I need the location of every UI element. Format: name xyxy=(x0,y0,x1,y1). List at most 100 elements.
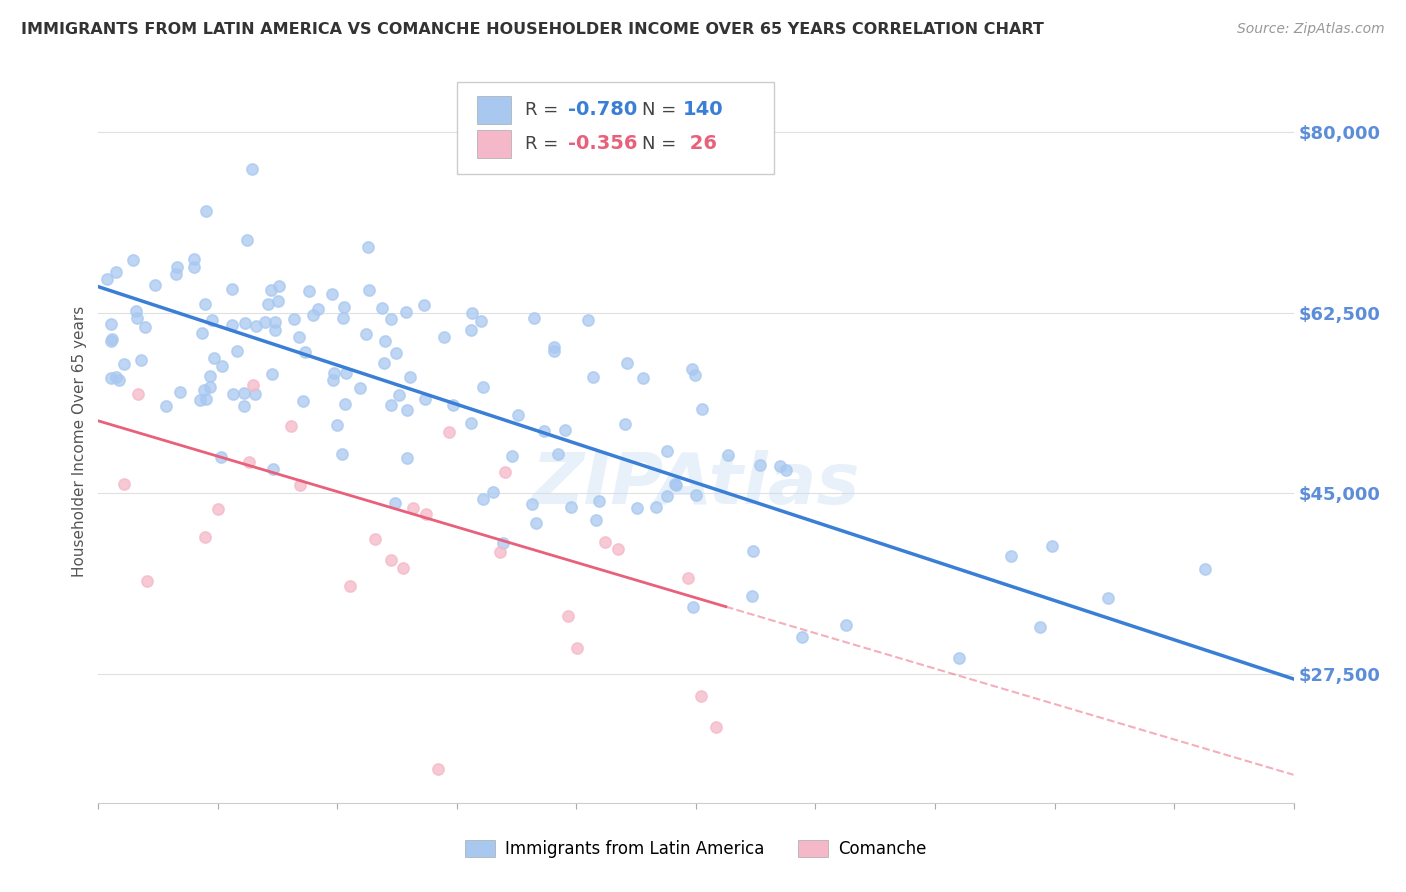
Point xyxy=(100,332,122,346)
Point xyxy=(460,305,482,319)
Point xyxy=(683,368,706,383)
Point xyxy=(207,502,229,516)
Point xyxy=(426,762,449,776)
Point xyxy=(198,379,221,393)
Point xyxy=(134,319,156,334)
Point xyxy=(585,513,607,527)
Point xyxy=(690,402,713,417)
Point xyxy=(262,462,284,476)
Point xyxy=(256,297,278,311)
Text: ZIPAtlas: ZIPAtlas xyxy=(531,450,860,519)
Point xyxy=(194,530,217,544)
Point xyxy=(607,542,630,557)
Point xyxy=(100,317,122,331)
Point xyxy=(333,397,356,411)
Point xyxy=(655,489,678,503)
Point xyxy=(298,285,321,299)
Point xyxy=(554,423,576,437)
Point xyxy=(433,330,456,344)
Point xyxy=(373,356,395,370)
Point xyxy=(222,387,245,401)
Point xyxy=(112,477,135,491)
Point xyxy=(631,371,654,385)
Point xyxy=(501,450,523,464)
Point xyxy=(834,618,856,632)
Point xyxy=(396,402,419,417)
Point xyxy=(524,516,547,531)
Point xyxy=(288,477,311,491)
Point xyxy=(183,252,205,266)
Point xyxy=(125,304,148,318)
Point xyxy=(582,369,605,384)
Point xyxy=(287,330,309,344)
Point xyxy=(330,447,353,461)
Point xyxy=(948,651,970,665)
Point xyxy=(221,282,243,296)
Point xyxy=(135,574,157,589)
Point xyxy=(588,494,610,508)
Point xyxy=(245,319,267,334)
Text: R =: R = xyxy=(524,101,564,119)
Point xyxy=(188,392,211,407)
Point xyxy=(254,315,277,329)
Point xyxy=(264,315,287,329)
Point xyxy=(211,359,233,373)
Point xyxy=(492,536,515,550)
Point xyxy=(323,366,346,380)
Point xyxy=(166,260,188,275)
Point xyxy=(233,316,256,330)
Point xyxy=(593,535,616,549)
Point xyxy=(100,371,122,385)
Point xyxy=(374,334,396,348)
Point xyxy=(690,690,713,704)
Point xyxy=(380,398,402,412)
Point xyxy=(1194,562,1216,576)
FancyBboxPatch shape xyxy=(477,96,510,124)
Point xyxy=(332,311,354,326)
Point xyxy=(415,507,437,521)
Point xyxy=(191,326,214,340)
Point xyxy=(339,579,361,593)
Legend: Immigrants from Latin America, Comanche: Immigrants from Latin America, Comanche xyxy=(457,832,935,867)
Point xyxy=(359,283,381,297)
Point xyxy=(264,323,287,337)
Point xyxy=(380,312,402,326)
Point xyxy=(202,351,225,366)
Point xyxy=(96,271,118,285)
Point xyxy=(401,500,423,515)
Point xyxy=(494,465,516,479)
Point xyxy=(201,312,224,326)
Point xyxy=(294,344,316,359)
Point xyxy=(105,265,128,279)
Point xyxy=(169,385,191,400)
Point xyxy=(321,287,343,301)
Point xyxy=(460,416,482,430)
Point xyxy=(626,501,648,516)
Text: Source: ZipAtlas.com: Source: ZipAtlas.com xyxy=(1237,22,1385,37)
Point xyxy=(371,301,394,315)
Point xyxy=(267,278,290,293)
Point xyxy=(441,398,464,412)
Point xyxy=(100,334,122,348)
Point xyxy=(245,387,267,401)
Point xyxy=(681,362,703,376)
Text: N =: N = xyxy=(643,135,682,153)
Point xyxy=(769,459,792,474)
Text: 140: 140 xyxy=(683,101,724,120)
Point xyxy=(238,455,260,469)
Text: IMMIGRANTS FROM LATIN AMERICA VS COMANCHE HOUSEHOLDER INCOME OVER 65 YEARS CORRE: IMMIGRANTS FROM LATIN AMERICA VS COMANCH… xyxy=(21,22,1045,37)
Point xyxy=(198,368,221,383)
Point xyxy=(412,298,434,312)
Point xyxy=(260,283,283,297)
Point xyxy=(240,161,263,176)
Point xyxy=(645,500,668,514)
Point xyxy=(280,419,302,434)
Point xyxy=(388,388,411,402)
Point xyxy=(1097,591,1119,606)
Point xyxy=(322,373,344,387)
Point xyxy=(576,313,599,327)
Point xyxy=(166,267,188,281)
Point xyxy=(682,600,704,615)
Point xyxy=(742,544,765,558)
Point xyxy=(354,326,377,341)
